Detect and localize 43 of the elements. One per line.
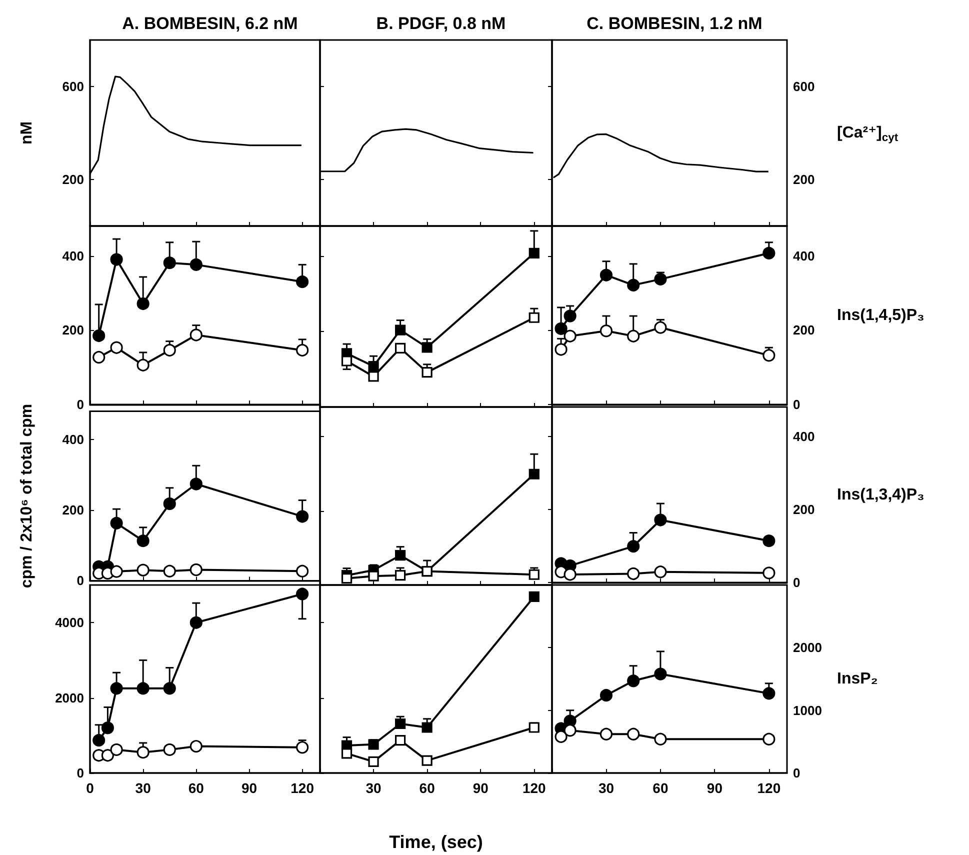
x-tick-label: 30 bbox=[135, 780, 152, 796]
y-tick-label: 200 bbox=[62, 502, 84, 518]
y-tick-label: 2000 bbox=[55, 690, 84, 706]
x-tick-label: 90 bbox=[472, 780, 489, 796]
x-tick-label: 60 bbox=[188, 780, 204, 796]
x-tick-label: 120 bbox=[522, 780, 546, 796]
x-tick-label: 30 bbox=[366, 780, 382, 796]
y-tick-label: 200 bbox=[793, 502, 815, 517]
y-tick-label: 600 bbox=[793, 79, 815, 94]
y-tick-label: 0 bbox=[76, 397, 84, 412]
y-tick-label: 0 bbox=[793, 397, 800, 412]
y-tick-label: 4000 bbox=[55, 615, 84, 630]
y-tick-label: 400 bbox=[793, 428, 815, 444]
x-tick-label: 30 bbox=[598, 780, 614, 796]
chart-title: A. BOMBESIN, 6.2 nM bbox=[122, 14, 298, 33]
y-tick-label: 2000 bbox=[793, 640, 822, 656]
y-tick-label: 0 bbox=[76, 766, 84, 780]
x-tick-label: 90 bbox=[241, 780, 258, 796]
y-axis-title: nM bbox=[18, 121, 36, 145]
y-tick-label: 200 bbox=[62, 322, 84, 338]
y-tick-label: 0 bbox=[76, 573, 84, 588]
y-axis-title: Ins(1,4,5)P₃ bbox=[837, 306, 924, 324]
y-axis-title: InsP₂ bbox=[837, 670, 878, 688]
chart-title: B. PDGF, 0.8 nM bbox=[376, 14, 506, 33]
y-tick-label: 0 bbox=[793, 575, 800, 590]
y-tick-label: 200 bbox=[793, 322, 815, 338]
y-tick-label: 600 bbox=[62, 79, 84, 94]
x-axis-title: Time, (sec) bbox=[389, 832, 483, 852]
y-tick-label: 1000 bbox=[793, 702, 822, 718]
x-tick-label: 60 bbox=[419, 780, 436, 796]
y-tick-label: 400 bbox=[62, 432, 84, 448]
y-tick-label: 200 bbox=[793, 172, 815, 187]
x-tick-label: 120 bbox=[757, 780, 781, 796]
x-tick-label: 90 bbox=[706, 780, 723, 796]
x-tick-label: 60 bbox=[652, 780, 668, 796]
chart-title: C. BOMBESIN, 1.2 nM bbox=[586, 14, 762, 33]
x-tick-label: 120 bbox=[290, 780, 314, 796]
y-tick-label: 200 bbox=[62, 172, 84, 187]
y-tick-label: 400 bbox=[62, 248, 84, 264]
y-axis-title: cpm / 2x10⁶ of total cpm bbox=[18, 404, 36, 588]
y-tick-label: 0 bbox=[793, 766, 800, 780]
y-tick-label: 400 bbox=[793, 248, 815, 264]
y-axis-title: Ins(1,3,4)P₃ bbox=[837, 486, 924, 504]
